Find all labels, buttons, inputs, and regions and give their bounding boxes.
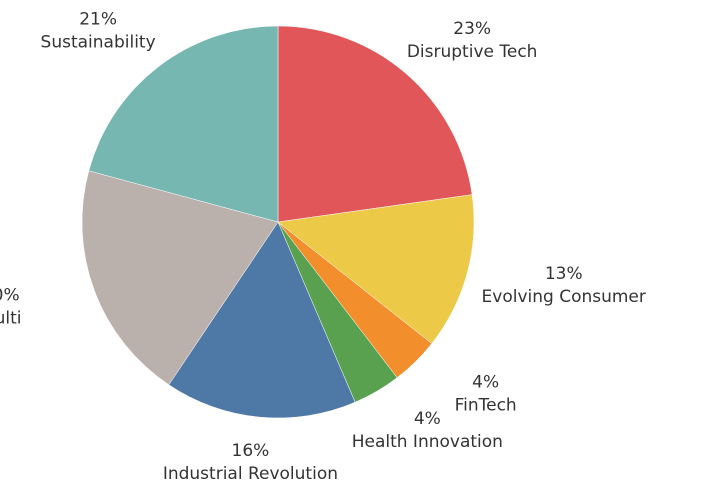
slice-value-label: 4%	[472, 373, 499, 393]
pie-slice	[81, 170, 279, 386]
slice-value-label: 20%	[0, 285, 20, 305]
pie-slice	[277, 194, 475, 344]
pie-slice	[168, 221, 356, 419]
slice-category-label: Health Innovation	[352, 432, 503, 452]
slice-category-label: Sustainability	[41, 33, 156, 53]
pie-slice	[88, 25, 279, 223]
slice-category-label: FinTech	[455, 396, 517, 416]
slice-category-label: Disruptive Tech	[407, 42, 538, 62]
slice-category-label: Industrial Revolution	[163, 464, 338, 483]
pie-slice	[277, 25, 473, 223]
slice-value-label: 21%	[79, 10, 117, 30]
slice-value-label: 13%	[545, 264, 583, 284]
slice-category-label: Evolving Consumer	[482, 287, 646, 307]
slice-value-label: 16%	[232, 441, 270, 461]
slice-value-label: 23%	[453, 19, 491, 39]
slice-value-label: 4%	[414, 409, 441, 429]
slice-category-label: Multi	[0, 308, 22, 328]
